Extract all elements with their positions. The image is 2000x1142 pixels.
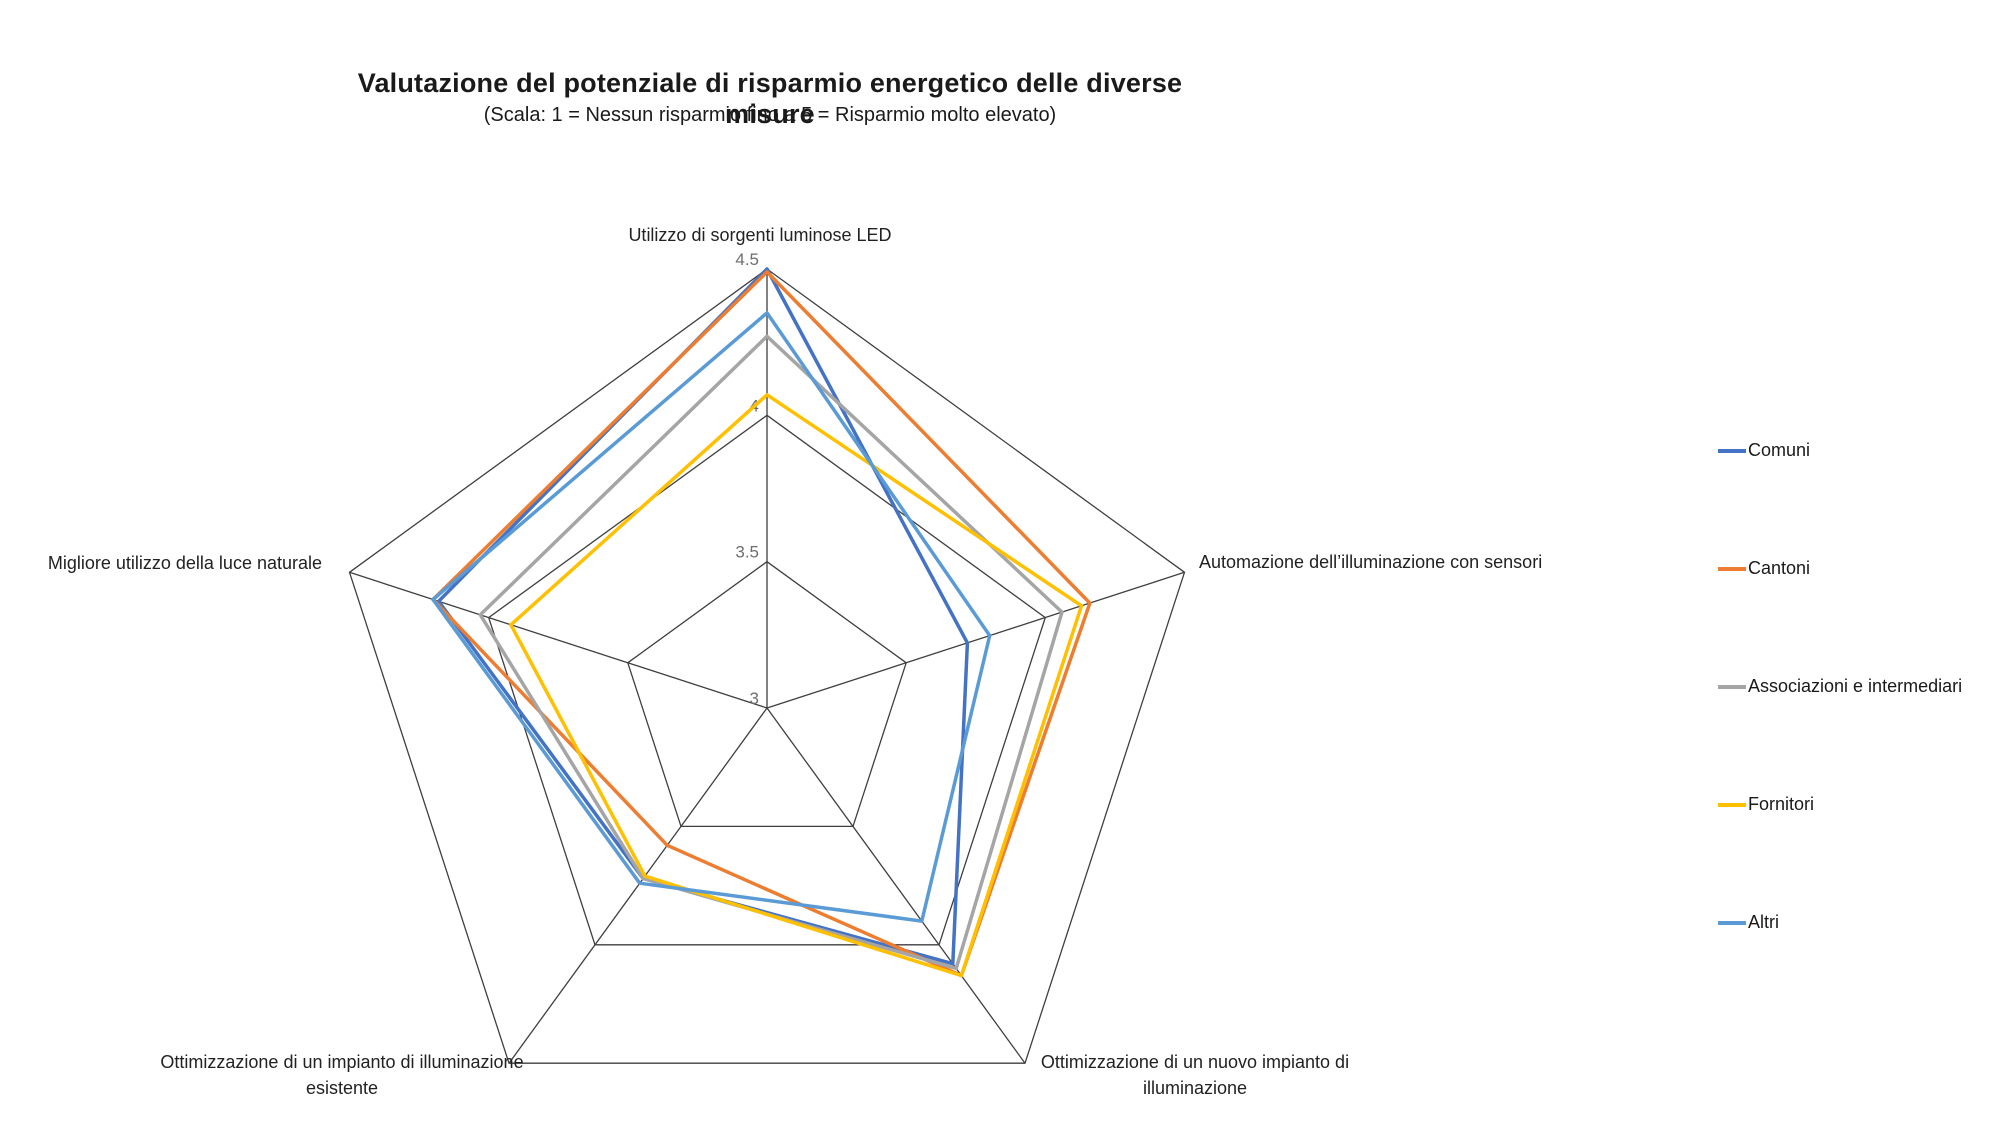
radar-category-labels: Utilizzo di sorgenti luminose LED Automaz… <box>48 225 1542 1098</box>
tick-label-3: 4.5 <box>735 250 759 269</box>
axis-spoke-3 <box>508 707 768 1064</box>
tick-label-1: 3.5 <box>735 543 759 562</box>
category-label-0: Utilizzo di sorgenti luminose LED <box>628 225 891 245</box>
legend-item: Cantoni <box>1718 558 1810 579</box>
grid-ring-1 <box>627 560 907 828</box>
radar-grid <box>348 268 1186 1064</box>
series-line-associazioni-e-intermediari <box>478 334 1064 971</box>
legend-label: Comuni <box>1748 440 1811 460</box>
axis-spoke-1 <box>766 571 1185 709</box>
radar-series <box>431 267 1092 978</box>
legend-swatch <box>1718 802 1746 807</box>
axis-spoke-2 <box>766 707 1026 1064</box>
chart-title: Valutazione del potenziale di risparmio … <box>357 68 1183 129</box>
category-label-4: Migliore utilizzo della luce naturale <box>48 553 322 573</box>
legend-item: Fornitori <box>1718 794 1814 815</box>
legend-swatch <box>1718 920 1746 925</box>
category-label-1: Automazione dell’illuminazione con senso… <box>1199 552 1542 572</box>
chart-subtitle: (Scala: 1 = Nessun risparmio fino a 5 = … <box>483 104 1057 126</box>
legend-swatch <box>1718 684 1746 689</box>
legend-label: Cantoni <box>1748 558 1811 578</box>
legend-swatch <box>1718 448 1746 453</box>
radar-axes <box>349 269 1185 1064</box>
legend-label: Altri <box>1748 912 1779 932</box>
legend-label: Fornitori <box>1748 794 1815 814</box>
legend-swatch <box>1718 566 1746 571</box>
series-line-fornitori <box>509 393 1084 978</box>
grid-ring-3 <box>348 268 1186 1064</box>
category-label-3: Ottimizzazione di un impianto di illumin… <box>160 1052 523 1098</box>
axis-spoke-4 <box>349 571 768 709</box>
legend-item: Altri <box>1718 912 1779 933</box>
radar-tick-labels: 33.544.5 <box>735 250 759 708</box>
series-line-altri <box>431 311 992 923</box>
category-label-2: Ottimizzazione di un nuovo impianto di il… <box>1041 1052 1349 1098</box>
legend-item: Comuni <box>1718 440 1810 461</box>
series-line-cantoni <box>431 270 1092 978</box>
grid-ring-2 <box>487 414 1047 946</box>
legend-label: Associazioni e intermediari <box>1748 676 1963 696</box>
tick-label-0: 3 <box>750 689 759 708</box>
legend-item: Associazioni e intermediari <box>1718 676 1962 697</box>
